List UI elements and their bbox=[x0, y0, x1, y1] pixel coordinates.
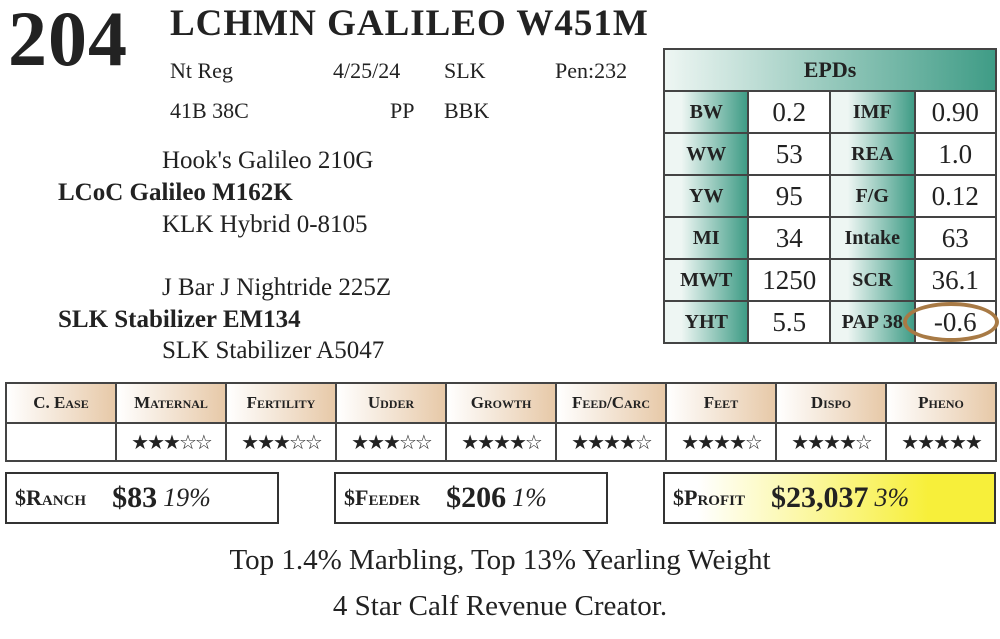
tattoo: 41B 38C bbox=[170, 98, 249, 123]
epd-value: 63 bbox=[913, 216, 998, 260]
sire-sire: Hook's Galileo 210G bbox=[162, 147, 374, 174]
profit-percentile: 3% bbox=[874, 483, 910, 512]
star-rating: ★★★★☆ bbox=[665, 422, 777, 462]
dam-sire: J Bar J Nightride 225Z bbox=[162, 274, 392, 301]
star-rating: ★★★★☆ bbox=[555, 422, 667, 462]
breeder: SLK bbox=[444, 58, 486, 83]
epd-label: WW bbox=[662, 132, 750, 176]
epd-value: 34 bbox=[747, 216, 832, 260]
epd-label: BW bbox=[662, 90, 750, 134]
poll-status: PP bbox=[390, 98, 415, 123]
epd-label: PAP 38 bbox=[829, 300, 916, 344]
epd-label: IMF bbox=[829, 90, 916, 134]
epd-label: YHT bbox=[662, 300, 750, 344]
footer-line-2: 4 Star Calf Revenue Creator. bbox=[332, 590, 668, 622]
epd-value: 5.5 bbox=[747, 300, 832, 344]
epd-row: MWT 1250 SCR 36.1 bbox=[662, 258, 998, 302]
birth-date: 4/25/24 bbox=[333, 58, 401, 83]
trait-header: Feet bbox=[665, 382, 777, 424]
lot-number: 204 bbox=[8, 0, 128, 82]
epd-label: F/G bbox=[829, 174, 916, 218]
registration: Nt Reg bbox=[170, 58, 233, 83]
epd-value: 1250 bbox=[747, 258, 832, 302]
epd-value: 36.1 bbox=[913, 258, 998, 302]
sire: LCoC Galileo M162K bbox=[58, 179, 293, 206]
star-rating: ★★★★☆ bbox=[775, 422, 887, 462]
profit-index-box: $Profit $23,037 3% bbox=[663, 472, 996, 524]
highlight-circle bbox=[903, 302, 999, 342]
color: BBK bbox=[444, 98, 490, 123]
epd-value: 95 bbox=[747, 174, 832, 218]
epd-value: 0.2 bbox=[747, 90, 832, 134]
star-rating: ★★★☆☆ bbox=[225, 422, 337, 462]
trait-header: C. Ease bbox=[5, 382, 117, 424]
trait-header: Dispo bbox=[775, 382, 887, 424]
ranch-label: $Ranch bbox=[15, 485, 87, 510]
ranch-value: $83 bbox=[112, 481, 158, 514]
epd-value: 0.12 bbox=[913, 174, 998, 218]
footer-line-1: Top 1.4% Marbling, Top 13% Yearling Weig… bbox=[229, 544, 771, 576]
ranch-percentile: 19% bbox=[163, 483, 211, 512]
epd-label: REA bbox=[829, 132, 916, 176]
trait-ratings-table: C. Ease Maternal Fertility Udder Growth Feed/… bbox=[5, 382, 997, 462]
epd-label: Intake bbox=[829, 216, 916, 260]
trait-header: Udder bbox=[335, 382, 447, 424]
feeder-value: $206 bbox=[446, 481, 507, 514]
trait-header: Growth bbox=[445, 382, 557, 424]
epd-row: YW 95 F/G 0.12 bbox=[662, 174, 998, 218]
epd-value: 1.0 bbox=[913, 132, 998, 176]
epd-header: EPDs bbox=[663, 48, 997, 92]
pen: Pen:232 bbox=[555, 58, 628, 83]
star-rating: ★★★☆☆ bbox=[115, 422, 227, 462]
feeder-percentile: 1% bbox=[512, 483, 547, 512]
trait-header: Pheno bbox=[885, 382, 997, 424]
feeder-index-box: $Feeder $206 1% bbox=[334, 472, 608, 524]
epd-row: WW 53 REA 1.0 bbox=[662, 132, 998, 176]
profit-value: $23,037 bbox=[770, 481, 869, 514]
epd-value: 53 bbox=[747, 132, 832, 176]
sire-dam: KLK Hybrid 0-8105 bbox=[162, 211, 368, 238]
epd-label: MWT bbox=[662, 258, 750, 302]
profit-label: $Profit bbox=[673, 485, 745, 510]
epd-row: BW 0.2 IMF 0.90 bbox=[662, 90, 998, 134]
star-rating bbox=[5, 422, 117, 462]
epd-row: MI 34 Intake 63 bbox=[662, 216, 998, 260]
epd-label: MI bbox=[662, 216, 750, 260]
epd-table: EPDs BW 0.2 IMF 0.90 WW 53 REA 1.0 YW 95 F/G 0.12 MI… bbox=[662, 48, 998, 344]
feeder-label: $Feeder bbox=[344, 485, 421, 510]
epd-value: 0.90 bbox=[913, 90, 998, 134]
ranch-index-box: $Ranch $83 19% bbox=[5, 472, 279, 524]
star-rating: ★★★☆☆ bbox=[335, 422, 447, 462]
dam: SLK Stabilizer EM134 bbox=[58, 306, 301, 333]
trait-header: Maternal bbox=[115, 382, 227, 424]
star-rating: ★★★★☆ bbox=[445, 422, 557, 462]
trait-header: Feed/Carc bbox=[555, 382, 667, 424]
trait-header: Fertility bbox=[225, 382, 337, 424]
epd-label: YW bbox=[662, 174, 750, 218]
dam-dam: SLK Stabilizer A5047 bbox=[162, 337, 385, 364]
animal-name: LCHMN GALILEO W451M bbox=[170, 3, 649, 44]
star-rating: ★★★★★ bbox=[885, 422, 997, 462]
epd-label: SCR bbox=[829, 258, 916, 302]
